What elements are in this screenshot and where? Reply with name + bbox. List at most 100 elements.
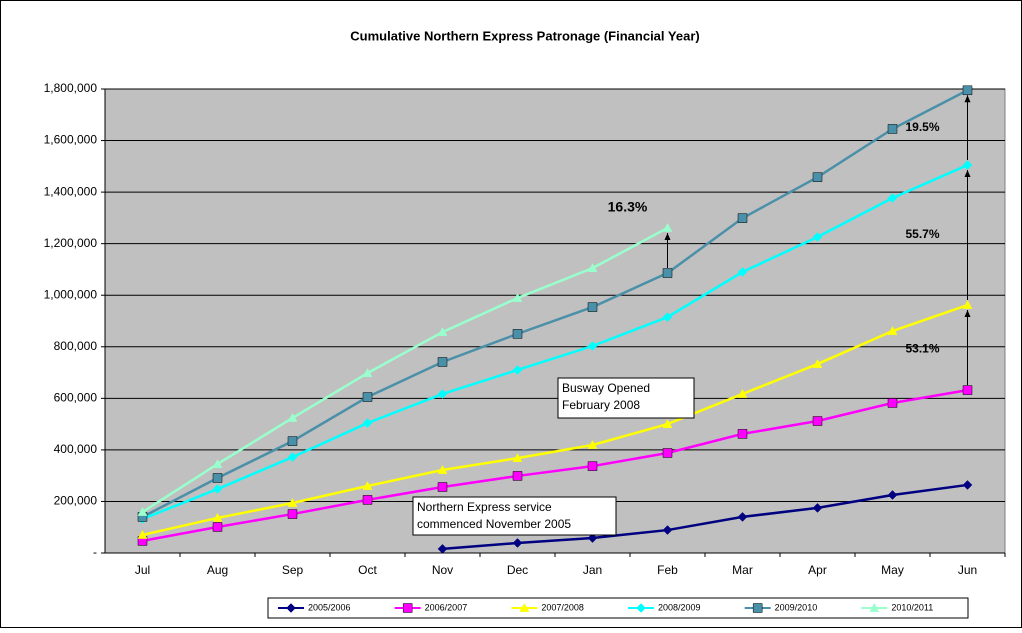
marker <box>662 525 673 535</box>
y-tick-label: 800,000 <box>54 339 98 353</box>
marker <box>587 461 598 471</box>
annotation: 53.1% <box>905 342 939 356</box>
annotation: 16.3% <box>608 199 648 215</box>
marker <box>962 85 973 96</box>
marker <box>362 392 373 402</box>
marker <box>587 302 598 312</box>
marker <box>812 232 823 242</box>
marker <box>212 512 223 522</box>
marker <box>962 480 973 490</box>
marker <box>887 326 898 335</box>
marker <box>137 506 148 516</box>
marker <box>437 482 448 492</box>
annotation: 55.7% <box>905 227 939 241</box>
marker <box>362 495 373 505</box>
marker <box>662 419 673 428</box>
marker <box>812 503 823 513</box>
series-line <box>442 483 968 551</box>
note-text: Busway Opened <box>562 381 650 395</box>
marker <box>737 388 748 398</box>
marker <box>587 533 598 543</box>
y-tick-label: 600,000 <box>54 391 98 405</box>
series-line <box>142 163 969 521</box>
marker <box>636 603 646 613</box>
marker <box>812 416 823 426</box>
marker <box>362 368 373 377</box>
note-text: Northern Express service <box>417 500 552 514</box>
marker <box>512 471 523 481</box>
arrow-head <box>964 170 971 178</box>
marker <box>962 385 973 395</box>
marker <box>362 480 373 490</box>
marker <box>887 124 898 134</box>
marker <box>737 213 748 223</box>
marker <box>662 448 673 458</box>
marker <box>212 522 223 532</box>
note-text: February 2008 <box>562 398 640 412</box>
legend-label: 2008/2009 <box>658 602 701 612</box>
marker <box>362 418 373 428</box>
marker <box>737 512 748 522</box>
marker <box>812 172 823 182</box>
marker <box>437 389 448 399</box>
marker <box>887 490 898 500</box>
legend-box <box>267 597 969 619</box>
series-line <box>141 226 669 514</box>
marker <box>212 484 223 494</box>
y-tick-label: 1,000,000 <box>44 287 98 301</box>
x-tick-label: Sep <box>282 563 304 577</box>
note-text: commenced November 2005 <box>417 517 571 531</box>
marker <box>962 160 973 170</box>
chart-title: Cumulative Northern Express Patronage (F… <box>350 28 699 43</box>
x-tick-label: May <box>881 563 904 577</box>
x-tick-label: Apr <box>808 563 827 577</box>
series-line <box>142 388 968 543</box>
marker <box>587 439 598 449</box>
marker <box>662 222 673 232</box>
note-box <box>412 496 617 536</box>
x-tick-label: Aug <box>207 563 228 577</box>
legend-label: 2006/2007 <box>425 602 468 612</box>
marker <box>737 267 748 277</box>
x-tick-label: Mar <box>732 563 753 577</box>
x-tick-label: Feb <box>657 563 678 577</box>
marker <box>437 327 448 336</box>
y-tick-label: 200,000 <box>54 494 98 508</box>
marker <box>587 341 598 351</box>
marker <box>212 459 223 468</box>
marker <box>512 453 523 462</box>
arrow-head <box>964 310 971 318</box>
marker <box>437 464 448 474</box>
marker <box>402 603 413 613</box>
note-box <box>557 377 695 419</box>
legend-label: 2005/2006 <box>308 602 351 612</box>
y-tick-label: 1,200,000 <box>44 236 98 250</box>
marker <box>287 452 298 462</box>
marker <box>287 497 298 507</box>
marker <box>662 312 673 322</box>
x-tick-label: Jul <box>135 563 150 577</box>
marker <box>287 436 298 446</box>
marker <box>512 538 523 548</box>
x-tick-label: Oct <box>358 563 377 577</box>
x-tick-label: Nov <box>432 563 453 577</box>
x-tick-label: Jun <box>958 563 977 577</box>
marker <box>286 603 296 613</box>
marker <box>287 412 298 422</box>
marker <box>512 293 523 302</box>
marker <box>287 509 298 519</box>
marker <box>887 193 898 203</box>
marker <box>752 603 763 613</box>
marker <box>519 602 530 612</box>
marker <box>212 473 223 483</box>
series-line <box>141 89 969 519</box>
marker <box>869 602 880 612</box>
y-tick-label: 1,600,000 <box>44 133 98 147</box>
series-line <box>142 303 968 537</box>
marker <box>962 300 973 309</box>
legend-label: 2009/2010 <box>775 602 818 612</box>
x-tick-label: Jan <box>583 563 602 577</box>
arrow-head <box>964 95 971 103</box>
y-tick-label: 1,800,000 <box>44 81 98 95</box>
